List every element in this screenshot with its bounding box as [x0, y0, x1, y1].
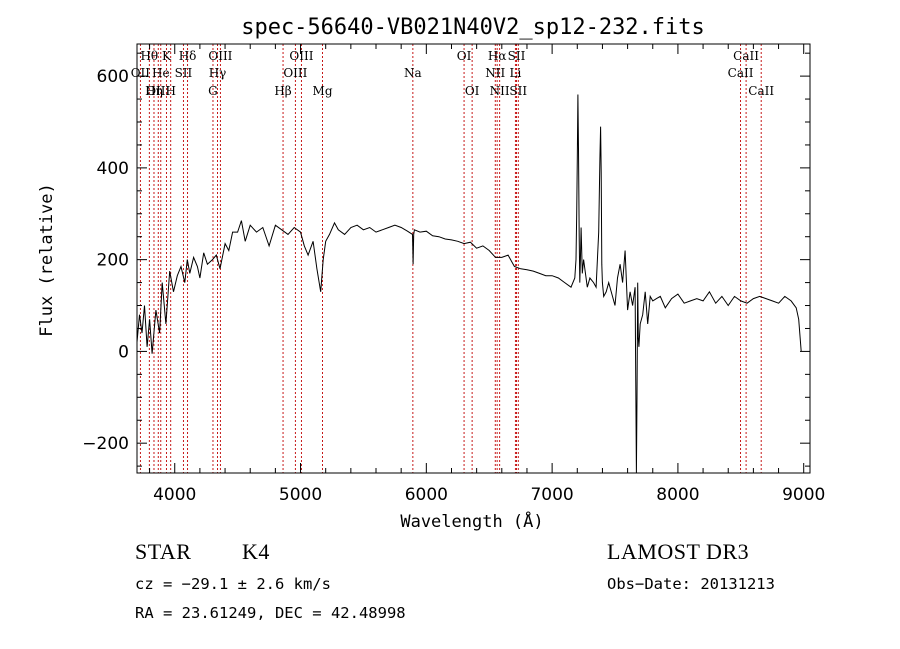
y-tick-label: 400 [97, 159, 129, 179]
x-tick-label: 9000 [782, 485, 825, 505]
emission-line-markers [139, 44, 762, 473]
emission-line-label: Mg [313, 84, 333, 98]
emission-line-label: Hη [145, 84, 163, 98]
emission-line-label: He [152, 66, 170, 80]
observation-date: Obs−Date: 20131213 [607, 575, 775, 593]
y-tick-label: 200 [97, 251, 129, 271]
x-tick-label: 7000 [530, 485, 573, 505]
chart-title: spec-56640-VB021N40V2_sp12-232.fits [241, 15, 705, 40]
emission-line-label: Hθ [140, 49, 158, 63]
spectrum-line [136, 94, 802, 474]
y-axis-label: Flux (relative) [37, 183, 57, 337]
y-tick-label: −200 [82, 434, 129, 454]
emission-line-label: OIII [146, 84, 170, 98]
emission-line-label: G [208, 84, 218, 98]
survey-name: LAMOST DR3 [607, 539, 750, 564]
emission-line-label: OIII [283, 66, 307, 80]
emission-line-label: OIII [289, 49, 313, 63]
emission-line-label: Hβ [274, 84, 291, 98]
y-tick-label: 0 [118, 342, 129, 362]
emission-line-label: CaII [733, 49, 759, 63]
x-tick-label: 4000 [153, 485, 196, 505]
object-class: STAR [135, 539, 192, 564]
x-axis-ticks: 4000 5000 6000 7000 8000 9000 [149, 44, 825, 505]
y-axis-ticks: −200 0 200 400 600 [82, 52, 810, 467]
y-tick-label: 600 [97, 67, 129, 87]
emission-line-label: K [162, 49, 172, 63]
emission-line-label: Na [404, 66, 422, 80]
emission-line-label: OI [465, 84, 480, 98]
emission-line-label: CaII [728, 66, 754, 80]
emission-line-label: H [165, 84, 175, 98]
x-tick-label: 6000 [405, 485, 448, 505]
emission-line-label: CaII [748, 84, 774, 98]
emission-line-label: SII [175, 66, 193, 80]
coordinates: RA = 23.61249, DEC = 42.48998 [135, 604, 406, 622]
plot-frame [136, 43, 811, 474]
redshift-velocity: cz = −29.1 ± 2.6 km/s [135, 575, 331, 593]
emission-line-label: Hα [488, 49, 507, 63]
emission-line-label: OII [131, 66, 151, 80]
x-tick-label: 8000 [656, 485, 699, 505]
x-tick-label: 5000 [279, 485, 322, 505]
emission-line-label: OI [457, 49, 472, 63]
emission-line-label: SII [509, 84, 527, 98]
object-subclass: K4 [242, 539, 270, 564]
emission-line-label: NII [490, 84, 510, 98]
emission-line-label: Hγ [209, 66, 227, 80]
emission-line-label: OIII [208, 49, 232, 63]
x-axis-label: Wavelength (Å) [400, 510, 543, 532]
emission-line-label: Li [509, 66, 521, 80]
emission-line-label: SII [508, 49, 526, 63]
emission-line-label: Hδ [179, 49, 197, 63]
emission-line-label: NII [485, 66, 505, 80]
